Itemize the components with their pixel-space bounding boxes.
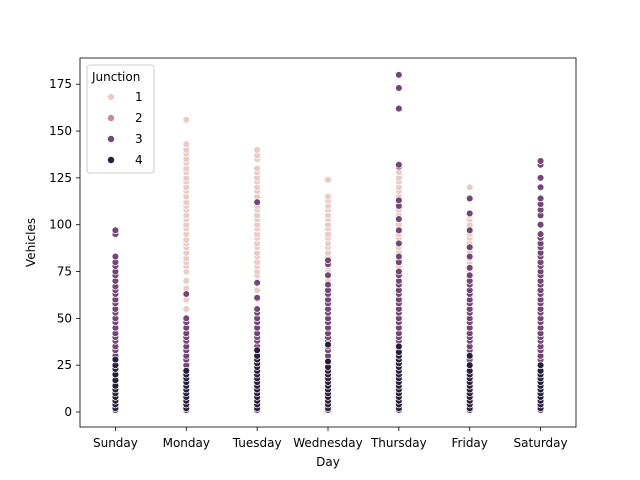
legend: Junction 1 2 3 4: [86, 64, 155, 174]
legend-box: [86, 64, 155, 174]
data-point-junction-1: [324, 176, 332, 184]
legend-marker-junction-4: [107, 156, 115, 164]
y-tick-label: 150: [49, 124, 72, 138]
data-point-junction-4: [324, 357, 332, 366]
legend-marker-junction-3: [107, 135, 115, 143]
data-point-junction-3: [536, 183, 545, 191]
legend-marker-junction-1: [107, 93, 115, 101]
y-tick-label: 0: [64, 405, 72, 419]
data-point-junction-1: [253, 286, 261, 295]
data-point-junction-3: [111, 252, 120, 261]
legend-marker-junction-2: [107, 114, 115, 122]
data-point-junction-4: [324, 340, 332, 349]
data-point-junction-3: [465, 209, 474, 218]
points-layer: [111, 71, 545, 414]
data-point-junction-1: [253, 146, 261, 154]
data-point-junction-3: [395, 161, 403, 169]
legend-label-junction-3: 3: [135, 132, 143, 146]
x-tick-label: Monday: [163, 436, 210, 450]
data-point-junction-3: [324, 271, 332, 280]
data-point-junction-3: [253, 198, 261, 206]
data-point-junction-3: [395, 104, 403, 113]
y-tick-label: 50: [57, 311, 72, 325]
data-point-junction-3: [465, 264, 474, 272]
data-point-junction-3: [536, 157, 545, 165]
x-tick-label: Sunday: [93, 436, 138, 450]
data-point-junction-3: [395, 239, 403, 248]
data-point-junction-3: [465, 226, 474, 235]
data-point-junction-4: [536, 361, 545, 369]
data-point-junction-1: [465, 183, 474, 191]
x-tick-label: Tuesday: [232, 436, 282, 450]
data-point-junction-3: [465, 252, 474, 261]
x-tick-label: Friday: [452, 436, 488, 450]
data-point-junction-1: [324, 192, 332, 201]
data-point-junction-3: [395, 84, 403, 92]
data-point-junction-3: [536, 174, 545, 182]
data-point-junction-3: [324, 280, 332, 289]
y-axis-label: Vehicles: [24, 218, 38, 267]
x-axis: Sunday Monday Tuesday Wednesday Thursday Frid…: [93, 427, 568, 450]
data-point-junction-1: [253, 164, 261, 173]
y-tick-label: 25: [57, 358, 72, 372]
data-point-junction-3: [395, 196, 403, 205]
data-point-junction-3: [395, 267, 403, 276]
data-point-junction-3: [536, 230, 545, 238]
y-tick-label: 100: [49, 218, 72, 232]
x-tick-label: Wednesday: [293, 436, 362, 450]
data-point-junction-3: [465, 194, 474, 203]
y-tick-label: 75: [57, 265, 72, 279]
data-point-junction-3: [253, 305, 261, 313]
data-point-junction-3: [395, 215, 403, 223]
y-tick-label: 175: [49, 77, 72, 91]
legend-label-junction-1: 1: [135, 90, 143, 104]
data-point-junction-4: [253, 346, 261, 354]
x-tick-label: Thursday: [370, 436, 427, 450]
data-point-junction-4: [395, 342, 403, 351]
data-point-junction-3: [395, 226, 403, 235]
data-point-junction-3: [182, 290, 191, 298]
data-point-junction-1: [182, 116, 191, 124]
y-tick-label: 125: [49, 171, 72, 185]
data-point-junction-3: [253, 279, 261, 287]
data-point-junction-3: [465, 271, 474, 280]
legend-title: Junction: [91, 70, 140, 84]
data-point-junction-4: [182, 367, 191, 375]
legend-label-junction-4: 4: [135, 153, 143, 167]
data-point-junction-1: [182, 277, 191, 285]
data-point-junction-3: [324, 256, 332, 265]
data-point-junction-4: [465, 361, 474, 369]
data-point-junction-3: [536, 194, 545, 203]
data-point-junction-3: [465, 243, 474, 251]
data-point-junction-3: [536, 220, 545, 229]
data-point-junction-3: [395, 252, 403, 261]
data-point-junction-1: [182, 140, 191, 148]
x-axis-label: Day: [316, 455, 340, 469]
data-point-junction-4: [465, 352, 474, 360]
legend-label-junction-2: 2: [135, 111, 143, 125]
data-point-junction-3: [253, 294, 261, 302]
data-point-junction-3: [182, 314, 191, 323]
data-point-junction-3: [395, 71, 403, 79]
data-point-junction-1: [182, 305, 191, 313]
data-point-junction-3: [111, 226, 120, 235]
data-point-junction-4: [111, 355, 120, 364]
x-tick-label: Saturday: [514, 436, 568, 450]
y-axis: 0 25 50 75 100 125 150 175: [49, 77, 80, 419]
